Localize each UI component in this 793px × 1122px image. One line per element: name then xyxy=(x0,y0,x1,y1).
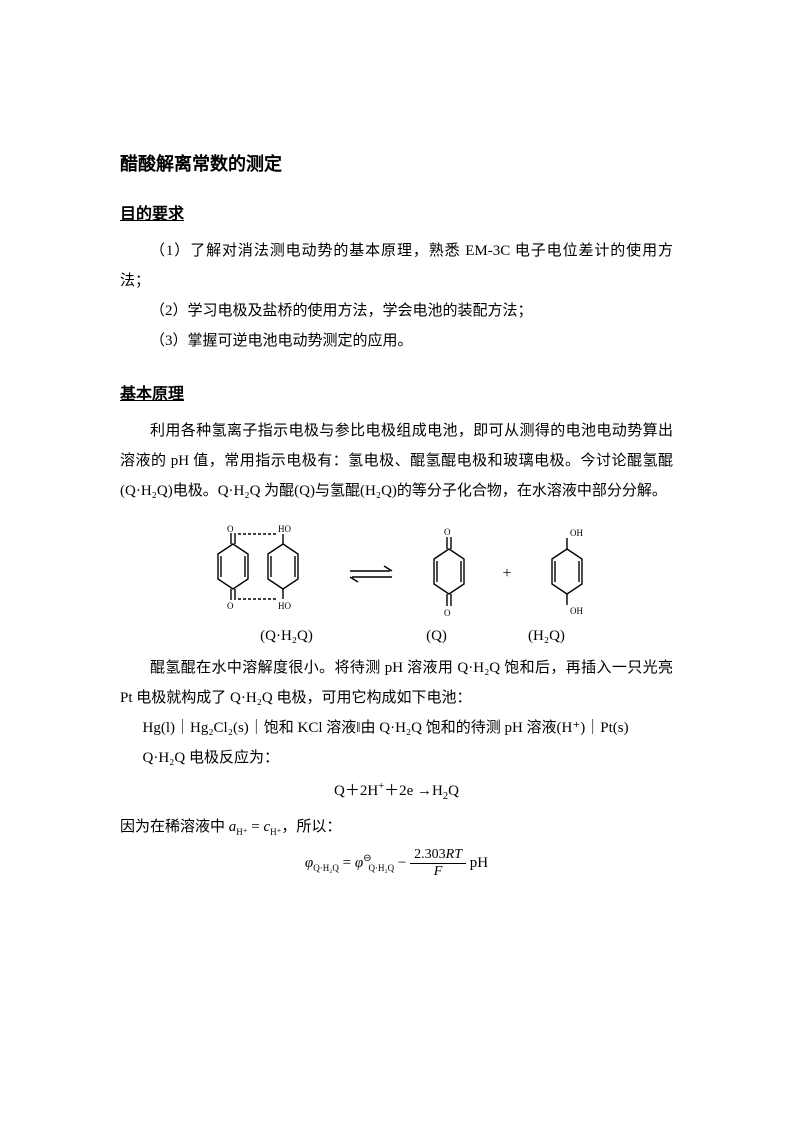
label-Q: (Q) xyxy=(372,628,502,645)
phi1-sub: Q·H₂Q xyxy=(313,863,339,873)
hydroquinone-icon: OH OH xyxy=(540,524,595,624)
activity-subH2: H⁺ xyxy=(270,827,281,837)
page-title: 醋酸解离常数的测定 xyxy=(120,150,673,176)
equilibrium-arrow-icon xyxy=(346,562,396,586)
complex-QH2Q-icon: O O HO HO xyxy=(198,524,318,624)
para4-b: ，所以： xyxy=(281,819,341,835)
cell-notation: Hg(l)｜Hg₂Cl₂(s)｜饱和 KCl 溶液‖由 Q·H₂Q 饱和的待测 … xyxy=(120,713,673,743)
svg-text:O: O xyxy=(227,601,234,611)
svg-text:HO: HO xyxy=(278,524,291,534)
plus-sign: + xyxy=(502,565,511,583)
svg-text:O: O xyxy=(227,524,234,534)
chemical-structure-figure: O O HO HO O O + xyxy=(120,524,673,624)
activity-subH: H⁺ xyxy=(236,827,247,837)
eq1-a: Q＋2H xyxy=(334,783,378,799)
svg-text:OH: OH xyxy=(570,606,583,616)
page: 醋酸解离常数的测定 目的要求 （1）了解对消法测电动势的基本原理，熟悉 EM-3… xyxy=(0,0,793,1122)
label-QH2Q: (Q·H₂Q) xyxy=(202,628,372,645)
svg-text:OH: OH xyxy=(570,528,583,538)
purpose-item-3: （3）掌握可逆电池电动势测定的应用。 xyxy=(120,326,673,356)
purpose-item-2: （2）学习电极及盐桥的使用方法，学会电池的装配方法； xyxy=(120,296,673,326)
principle-heading: 基本原理 xyxy=(120,380,673,404)
principle-para-1: 利用各种氢离子指示电极与参比电极组成电池，即可从测得的电池电动势算出溶液的 pH… xyxy=(120,416,673,506)
phi2: φ xyxy=(355,855,363,871)
eq1-b: ＋2e →H xyxy=(384,783,443,799)
principle-para-4: 因为在稀溶液中 aH⁺ = cH⁺，所以： xyxy=(120,812,673,842)
eq2-den: F xyxy=(410,864,466,879)
svg-text:O: O xyxy=(444,527,451,537)
quinone-icon: O O xyxy=(424,524,474,624)
svg-text:HO: HO xyxy=(278,601,291,611)
eq2-minus: − xyxy=(398,855,410,871)
eq2-num: 2.303RT xyxy=(410,848,466,864)
purpose-heading: 目的要求 xyxy=(120,200,673,224)
electrode-reaction-eq: Q＋2H+＋2e →H2Q xyxy=(120,779,673,802)
phi1: φ xyxy=(305,855,313,871)
para4-a: 因为在稀溶液中 xyxy=(120,819,229,835)
eq1-c: Q xyxy=(448,783,459,799)
activity-eq: = xyxy=(248,819,264,835)
eq2-tail: pH xyxy=(470,855,488,871)
label-H2Q: (H₂Q) xyxy=(502,628,592,645)
eq2-eq: = xyxy=(343,855,355,871)
nernst-equation: φQ·H₂Q = φ⊖Q·H₂Q − 2.303RT F pH xyxy=(120,848,673,879)
svg-text:O: O xyxy=(444,608,451,618)
principle-para-3: Q·H₂Q 电极反应为： xyxy=(120,743,673,773)
purpose-item-1: （1）了解对消法测电动势的基本原理，熟悉 EM-3C 电子电位差计的使用方法； xyxy=(120,236,673,296)
principle-para-2: 醌氢醌在水中溶解度很小。将待测 pH 溶液用 Q·H₂Q 饱和后，再插入一只光亮… xyxy=(120,653,673,713)
eq2-fraction: 2.303RT F xyxy=(410,848,466,879)
phi2-sub: Q·H₂Q xyxy=(369,863,395,873)
chem-labels-row: (Q·H₂Q) (Q) (H₂Q) xyxy=(120,628,673,645)
